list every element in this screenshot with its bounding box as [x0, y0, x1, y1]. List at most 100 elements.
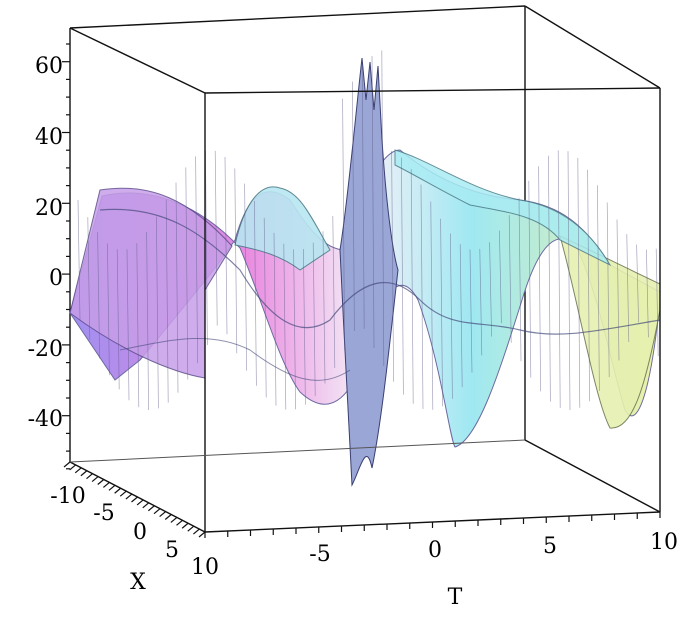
mesh-line — [508, 215, 512, 343]
x-tick — [159, 511, 167, 518]
mesh-line — [224, 157, 228, 335]
t-tick-label: 10 — [650, 530, 678, 555]
x-tick — [198, 531, 206, 538]
mesh-line — [371, 56, 375, 349]
x-tick — [102, 481, 110, 488]
mesh-line — [381, 50, 385, 367]
z-tick-label: -20 — [28, 337, 63, 362]
x-tick — [187, 525, 195, 532]
mesh-line — [107, 243, 110, 376]
x-tick — [63, 461, 71, 468]
mesh-line — [156, 216, 159, 409]
x-tick — [108, 484, 116, 491]
x-tick — [80, 470, 88, 477]
mesh-line — [87, 217, 91, 340]
x-tick-label: -10 — [50, 484, 85, 509]
mesh-line — [146, 231, 149, 410]
x-tick-label: 10 — [191, 555, 219, 580]
axis-ticks — [62, 43, 661, 538]
z-tick-label: -40 — [28, 407, 63, 432]
mesh-line — [283, 243, 287, 410]
mesh-line — [587, 169, 590, 402]
mesh-line — [234, 168, 238, 354]
x-tick — [91, 476, 99, 483]
z-tick-label: 60 — [35, 54, 63, 79]
mesh-line — [577, 157, 581, 408]
mesh-line — [205, 150, 208, 346]
mesh-line — [263, 217, 267, 398]
mesh-line — [626, 234, 630, 342]
x-tick — [97, 479, 105, 485]
mesh-line — [116, 249, 120, 390]
x-tick — [147, 505, 155, 512]
surface-ridge-back — [394, 149, 612, 267]
mesh-line — [293, 249, 296, 410]
mesh-line — [655, 248, 659, 357]
mesh-line — [469, 249, 473, 373]
z-tick-label: 40 — [35, 125, 63, 150]
mesh-line — [175, 182, 179, 393]
mesh-line — [185, 167, 189, 380]
x-tick — [181, 522, 189, 529]
mesh-line — [597, 185, 600, 391]
surface-contour — [119, 337, 351, 381]
x-tick-label: -5 — [93, 501, 114, 526]
x-tick — [114, 487, 122, 494]
z-tick-label: 0 — [49, 266, 63, 291]
mesh-line — [391, 151, 394, 382]
mesh-line — [606, 202, 610, 378]
x-tick — [164, 514, 172, 520]
x-tick — [176, 519, 183, 526]
t-tick-label: 0 — [428, 538, 442, 563]
surface-spike — [339, 57, 399, 487]
mesh-line — [548, 155, 551, 402]
x-tick — [153, 508, 161, 515]
mesh-line — [342, 98, 345, 351]
mesh-line — [136, 243, 140, 408]
x-tick-label: 5 — [165, 538, 179, 563]
mesh-line — [528, 180, 532, 378]
mesh-line — [165, 199, 169, 403]
x-tick — [86, 473, 93, 480]
x-tick — [69, 464, 77, 471]
t-tick-label: -5 — [309, 542, 330, 567]
mesh-line — [557, 150, 561, 408]
mesh-line — [538, 166, 541, 392]
surface-hump-back — [234, 186, 331, 271]
mesh-line — [459, 244, 463, 388]
t-axis-title: T — [448, 585, 463, 610]
mesh-line — [646, 249, 649, 338]
x-tick — [131, 496, 138, 503]
mesh-line — [450, 233, 453, 399]
x-tick-label: 0 — [133, 520, 147, 545]
surface-gridlines — [77, 50, 659, 411]
mesh-line — [518, 197, 522, 362]
mesh-line — [401, 157, 404, 395]
mesh-line — [97, 232, 100, 359]
mesh-line — [440, 218, 443, 407]
mesh-line — [126, 249, 130, 401]
mesh-line — [332, 215, 336, 369]
mesh-line — [214, 150, 218, 326]
mesh-line — [322, 231, 326, 384]
mesh-line — [361, 66, 365, 329]
mesh-line — [273, 232, 277, 406]
x-tick — [119, 490, 127, 497]
x-axis-labels: -10 -5 0 5 10 X — [50, 484, 219, 595]
mesh-line — [499, 230, 502, 324]
mesh-line — [636, 244, 639, 323]
surface-wing-right — [559, 235, 661, 429]
mesh-line — [479, 248, 483, 356]
x-tick — [170, 516, 178, 523]
mesh-line — [567, 151, 571, 411]
mesh-line — [410, 169, 414, 404]
surface-contour — [99, 208, 661, 335]
x-axis-title: X — [130, 570, 146, 595]
z-tick-label: 20 — [35, 196, 63, 221]
z-axis-labels: 60 40 20 0 -20 -40 — [28, 54, 63, 432]
mesh-line — [616, 219, 620, 361]
t-tick-label: 5 — [543, 534, 557, 559]
mesh-line — [312, 242, 316, 396]
